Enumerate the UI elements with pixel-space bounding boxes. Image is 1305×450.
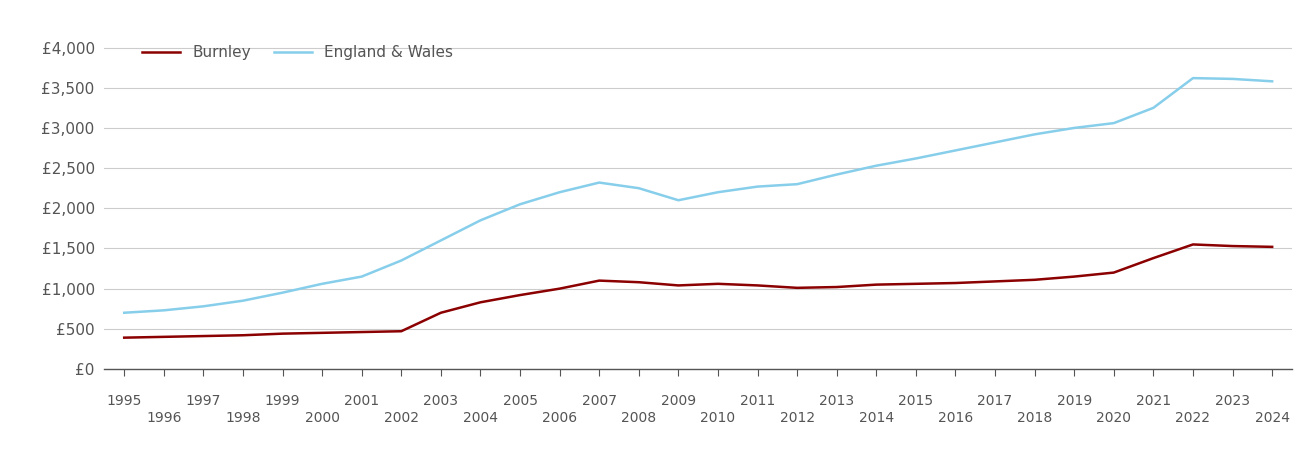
Burnley <box>749 283 765 288</box>
Text: 2012: 2012 <box>779 411 814 425</box>
England & Wales <box>155 308 171 313</box>
Text: 2000: 2000 <box>304 411 339 425</box>
Burnley <box>155 334 171 340</box>
Burnley <box>868 282 883 287</box>
Text: 1998: 1998 <box>226 411 261 425</box>
Burnley <box>790 285 805 291</box>
Text: 2019: 2019 <box>1057 394 1092 408</box>
Burnley <box>947 280 963 286</box>
England & Wales <box>433 238 449 243</box>
Text: 2024: 2024 <box>1254 411 1289 425</box>
England & Wales <box>235 298 251 303</box>
Text: 2020: 2020 <box>1096 411 1131 425</box>
Burnley <box>552 286 568 291</box>
Line: Burnley: Burnley <box>124 244 1272 338</box>
Burnley <box>591 278 607 284</box>
England & Wales <box>315 281 330 287</box>
Burnley <box>512 292 527 298</box>
Burnley <box>196 333 211 339</box>
Text: 2013: 2013 <box>820 394 855 408</box>
England & Wales <box>671 198 686 203</box>
Burnley <box>354 329 369 335</box>
England & Wales <box>749 184 765 189</box>
Burnley <box>472 300 488 305</box>
Burnley <box>275 331 291 336</box>
England & Wales <box>1066 125 1082 130</box>
England & Wales <box>552 189 568 195</box>
Burnley <box>1185 242 1201 247</box>
Text: 1996: 1996 <box>146 411 181 425</box>
Text: 2022: 2022 <box>1176 411 1211 425</box>
England & Wales <box>275 290 291 295</box>
England & Wales <box>868 163 883 168</box>
England & Wales <box>1146 105 1161 111</box>
England & Wales <box>354 274 369 279</box>
Burnley <box>1066 274 1082 279</box>
Text: 2008: 2008 <box>621 411 656 425</box>
England & Wales <box>591 180 607 185</box>
England & Wales <box>829 172 844 177</box>
Text: 2014: 2014 <box>859 411 894 425</box>
England & Wales <box>710 189 726 195</box>
Burnley <box>988 279 1004 284</box>
Burnley <box>1224 243 1240 249</box>
Text: 2001: 2001 <box>345 394 380 408</box>
Text: 2016: 2016 <box>938 411 974 425</box>
Text: 2006: 2006 <box>542 411 577 425</box>
Text: 2002: 2002 <box>384 411 419 425</box>
Burnley <box>1105 270 1121 275</box>
Burnley <box>433 310 449 315</box>
England & Wales <box>472 218 488 223</box>
Legend: Burnley, England & Wales: Burnley, England & Wales <box>136 39 459 66</box>
Burnley <box>393 328 408 334</box>
Burnley <box>829 284 844 290</box>
Text: 2005: 2005 <box>502 394 538 408</box>
England & Wales <box>196 304 211 309</box>
Text: 2004: 2004 <box>463 411 499 425</box>
Text: 2010: 2010 <box>701 411 736 425</box>
Text: 1999: 1999 <box>265 394 300 408</box>
Text: 2017: 2017 <box>977 394 1013 408</box>
Burnley <box>315 330 330 336</box>
Burnley <box>710 281 726 287</box>
England & Wales <box>947 148 963 153</box>
Text: 2021: 2021 <box>1135 394 1171 408</box>
Text: 2018: 2018 <box>1017 411 1052 425</box>
England & Wales <box>988 140 1004 145</box>
England & Wales <box>1027 132 1043 137</box>
Text: 2011: 2011 <box>740 394 775 408</box>
Text: 2003: 2003 <box>423 394 458 408</box>
Line: England & Wales: England & Wales <box>124 78 1272 313</box>
Burnley <box>908 281 924 287</box>
Text: 2007: 2007 <box>582 394 617 408</box>
England & Wales <box>1105 121 1121 126</box>
Text: 2015: 2015 <box>898 394 933 408</box>
Burnley <box>671 283 686 288</box>
England & Wales <box>632 185 647 191</box>
Burnley <box>116 335 132 340</box>
Burnley <box>632 279 647 285</box>
Burnley <box>235 333 251 338</box>
Burnley <box>1265 244 1280 250</box>
England & Wales <box>1265 79 1280 84</box>
Burnley <box>1027 277 1043 283</box>
England & Wales <box>512 202 527 207</box>
England & Wales <box>116 310 132 315</box>
Text: 2009: 2009 <box>660 394 696 408</box>
England & Wales <box>1185 76 1201 81</box>
Burnley <box>1146 256 1161 261</box>
England & Wales <box>1224 76 1240 81</box>
England & Wales <box>908 156 924 161</box>
Text: 1997: 1997 <box>185 394 221 408</box>
England & Wales <box>393 258 408 263</box>
Text: 1995: 1995 <box>107 394 142 408</box>
England & Wales <box>790 181 805 187</box>
Text: 2023: 2023 <box>1215 394 1250 408</box>
